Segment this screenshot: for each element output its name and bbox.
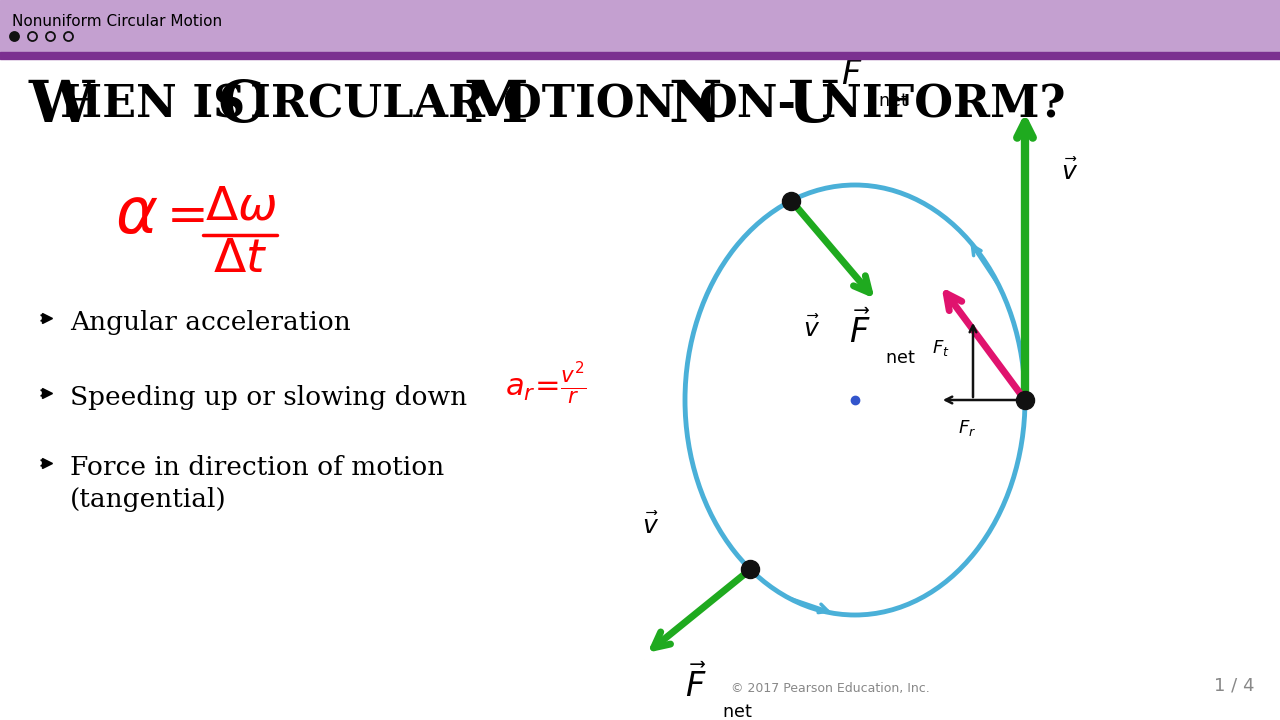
Text: 1 / 4: 1 / 4 [1215, 677, 1254, 695]
Text: $\Delta t$: $\Delta t$ [212, 237, 268, 282]
Text: $\vec{v}$: $\vec{v}$ [641, 513, 659, 539]
Text: $\alpha$: $\alpha$ [115, 185, 159, 246]
Text: $F_t$: $F_t$ [932, 338, 950, 358]
Text: C: C [218, 78, 265, 134]
Text: $a_r\!=\!\frac{v^2}{r}$: $a_r\!=\!\frac{v^2}{r}$ [506, 360, 586, 407]
Text: $_\mathrm{net}$: $_\mathrm{net}$ [878, 86, 909, 109]
Text: =: = [166, 193, 209, 241]
Text: ON-: ON- [698, 84, 796, 127]
Text: Nonuniform Circular Motion: Nonuniform Circular Motion [12, 14, 223, 29]
Text: N: N [668, 78, 722, 134]
Text: $\vec{F}$: $\vec{F}$ [685, 665, 707, 704]
Text: $\Delta\omega$: $\Delta\omega$ [205, 185, 276, 230]
Bar [0, 0, 1280, 52]
Text: $_\mathrm{net}$: $_\mathrm{net}$ [884, 343, 915, 366]
Text: Force in direction of motion: Force in direction of motion [70, 455, 444, 480]
Text: $\vec{v}$: $\vec{v}$ [1061, 159, 1079, 185]
Text: $_\mathrm{net}$: $_\mathrm{net}$ [722, 698, 753, 720]
Text: U: U [788, 78, 838, 134]
Text: IRCULAR: IRCULAR [250, 84, 500, 127]
Bar [0, 52, 1280, 59]
Text: HEN IS: HEN IS [60, 84, 261, 127]
Text: $\vec{F}$: $\vec{F}$ [841, 53, 863, 92]
Text: © 2017 Pearson Education, Inc.: © 2017 Pearson Education, Inc. [731, 682, 929, 695]
Text: W: W [28, 78, 93, 134]
Text: $\vec{v}$: $\vec{v}$ [803, 315, 820, 342]
Text: $F_r$: $F_r$ [957, 418, 977, 438]
Text: M: M [463, 78, 527, 134]
Text: OTION: OTION [503, 84, 691, 127]
Text: NIFORM?: NIFORM? [820, 84, 1065, 127]
Text: $\vec{F}$: $\vec{F}$ [849, 310, 870, 350]
Text: (tangential): (tangential) [70, 487, 227, 512]
Text: Angular acceleration: Angular acceleration [70, 310, 351, 335]
Text: Speeding up or slowing down: Speeding up or slowing down [70, 385, 467, 410]
